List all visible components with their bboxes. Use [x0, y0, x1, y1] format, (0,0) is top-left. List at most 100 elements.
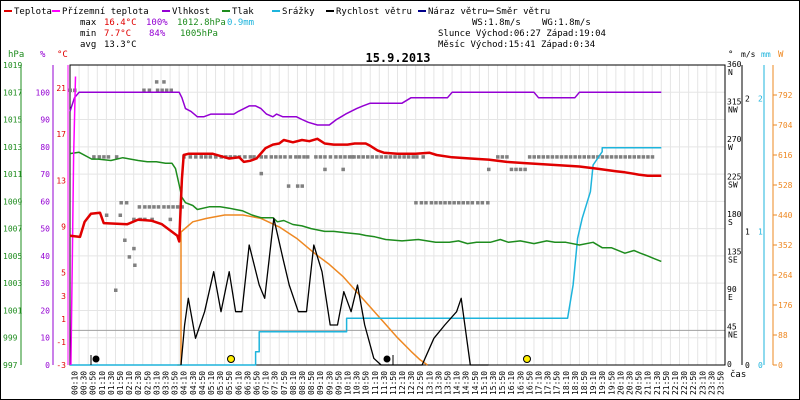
- x-tick-label: 21:30: [653, 371, 662, 395]
- x-tick-label: 00:50: [89, 371, 98, 395]
- wind-direction-point: [118, 213, 123, 217]
- axis-title-pct: %: [40, 50, 46, 60]
- wind-direction-point: [248, 155, 253, 159]
- wind-direction-point: [127, 255, 132, 259]
- wind-direction-point: [568, 155, 573, 159]
- pressure-tick-label: 1003: [3, 279, 22, 288]
- wind-direction-point: [514, 167, 518, 172]
- humidity-tick-label: 80: [40, 143, 50, 152]
- humidity-tick-label: 70: [40, 170, 50, 179]
- wind-direction-point: [171, 205, 175, 209]
- series-line-ground: [70, 76, 77, 366]
- wind-direction-point: [154, 80, 159, 84]
- solar-tick-label: 792: [778, 91, 793, 100]
- wind-direction-point: [175, 205, 180, 209]
- wind-direction-point: [155, 88, 160, 92]
- x-tick-label: 05:50: [225, 371, 234, 395]
- wind-direction-point: [600, 155, 605, 159]
- temperature-tick-label: 5: [61, 269, 66, 278]
- x-tick-label: 14:30: [462, 371, 471, 395]
- wind-direction-point: [650, 155, 655, 159]
- x-tick-label: 01:30: [107, 371, 116, 395]
- humidity-tick-label: 10: [40, 334, 50, 343]
- x-tick-label: 21:50: [662, 371, 671, 395]
- x-tick-label: 08:10: [289, 371, 298, 395]
- x-tick-label: 20:30: [625, 371, 634, 395]
- x-tick-label: 14:50: [471, 371, 480, 395]
- x-tick-label: 02:50: [143, 371, 152, 395]
- markers: [90, 355, 531, 365]
- x-tick-label: 06:30: [243, 371, 252, 395]
- wind-direction-point: [166, 205, 171, 209]
- x-tick-label: 04:10: [180, 371, 189, 395]
- wind-direction-point: [274, 155, 278, 159]
- direction-compass-label: NE: [728, 331, 738, 340]
- wind-direction-point: [147, 205, 152, 209]
- pressure-tick-label: 1017: [3, 88, 22, 97]
- wind-direction-point: [523, 167, 527, 172]
- wind-direction-point: [582, 155, 586, 159]
- wind-direction-point: [429, 201, 434, 205]
- wind-direction-point: [180, 205, 184, 209]
- x-tick-label: 18:30: [571, 371, 580, 395]
- temperature-tick-label: -3: [56, 361, 66, 370]
- wind-direction-point: [618, 155, 623, 159]
- wind-direction-point: [323, 155, 327, 159]
- x-tick-label: 21:10: [644, 371, 653, 395]
- wind-direction-point: [343, 155, 347, 159]
- wind-direction-point: [347, 155, 352, 159]
- wind-direction-point: [68, 88, 72, 92]
- x-tick-label: 11:50: [389, 371, 398, 395]
- wind-direction-point: [500, 155, 505, 159]
- wind-direction-point: [328, 155, 333, 159]
- wind-direction-point: [147, 88, 152, 92]
- wind-direction-point: [550, 155, 555, 159]
- x-tick-label: 12:50: [416, 371, 425, 395]
- wind-direction-point: [466, 201, 470, 205]
- x-tick-label: 19:10: [589, 371, 598, 395]
- wind-tick-label: 1: [745, 228, 750, 237]
- x-tick-label: 10:50: [362, 371, 371, 395]
- x-tick-label: 23:50: [716, 371, 725, 395]
- direction-tick-label: 225: [727, 173, 742, 182]
- wind-direction-point: [419, 201, 424, 205]
- x-tick-label: 10:10: [343, 371, 352, 395]
- x-tick-label: 02:10: [125, 371, 134, 395]
- pressure-tick-label: 1015: [3, 116, 22, 125]
- wind-direction-point: [228, 155, 233, 159]
- wind-direction-point: [532, 155, 536, 159]
- wind-direction-point: [334, 155, 338, 159]
- wind-direction-point: [375, 155, 379, 159]
- wind-direction-point: [208, 155, 213, 159]
- pressure-tick-label: 1001: [3, 306, 22, 315]
- wind-direction-point: [92, 155, 96, 159]
- wind-direction-point: [288, 155, 293, 159]
- series-line-press: [69, 151, 662, 263]
- wind-direction-point: [314, 155, 318, 159]
- wind-direction-point: [421, 155, 425, 159]
- wg-readout: WG:1.8m/s: [542, 18, 591, 28]
- x-tick-label: 09:50: [334, 371, 343, 395]
- wind-direction-point: [97, 155, 102, 159]
- wind-direction-point: [283, 155, 287, 159]
- axis-title-hpa: hPa: [8, 50, 24, 60]
- temperature-tick-label: 3: [61, 292, 66, 301]
- pressure-tick-label: 1019: [3, 61, 22, 70]
- x-tick-label: 19:50: [607, 371, 616, 395]
- stats-max-rain: 0.9mm: [227, 18, 254, 28]
- legend-label: Teplota: [14, 7, 52, 17]
- moon-times: Měsíc Východ:15:41 Západ:0:34: [438, 40, 595, 50]
- x-tick-label: 10:30: [353, 371, 362, 395]
- wind-direction-point: [132, 246, 136, 251]
- wind-direction-point: [564, 155, 568, 159]
- x-tick-label: 19:30: [598, 371, 607, 395]
- x-tick-label: 04:30: [189, 371, 198, 395]
- wind-direction-point: [302, 155, 306, 159]
- legend-label: Směr větru: [496, 7, 550, 17]
- wind-direction-point: [541, 155, 546, 159]
- x-tick-label: 07:30: [271, 371, 280, 395]
- humidity-tick-label: 0: [45, 361, 50, 370]
- wind-direction-point: [623, 155, 627, 159]
- rain-tick-label: 0: [758, 361, 763, 370]
- temperature-tick-label: 9: [61, 223, 66, 232]
